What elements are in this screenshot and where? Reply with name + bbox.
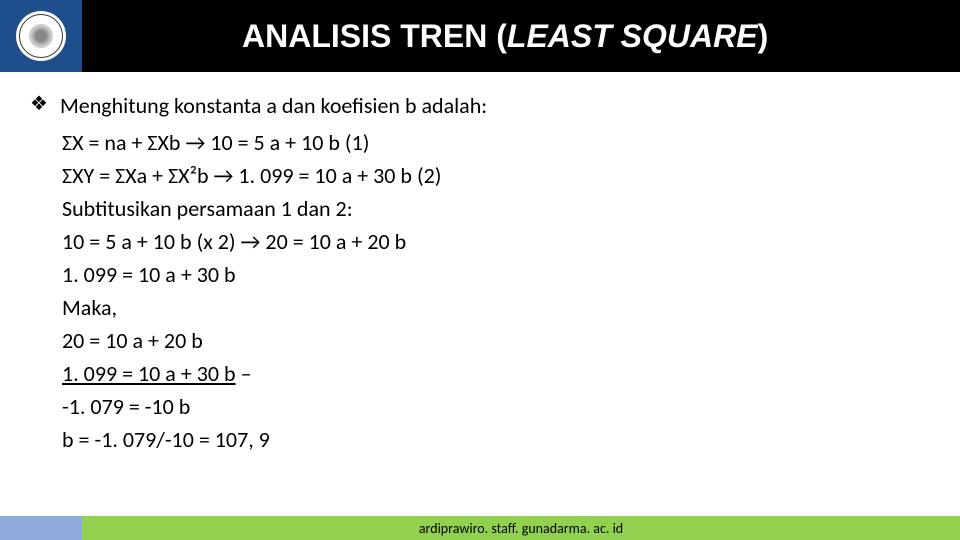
footer-bar: ardiprawiro. staff. gunadarma. ac. id bbox=[0, 516, 960, 540]
math-line: b = -1. 079/-10 = 107, 9 bbox=[62, 423, 930, 456]
underlined-text: 1. 099 = 10 a + 30 b bbox=[62, 360, 236, 387]
content-area: ❖ Menghitung konstanta a dan koefisien b… bbox=[0, 72, 960, 456]
bullet-row: ❖ Menghitung konstanta a dan koefisien b… bbox=[60, 90, 930, 122]
slide-title: ANALISIS TREN (LEAST SQUARE) bbox=[242, 18, 768, 55]
university-logo bbox=[16, 11, 66, 61]
lead-text: Menghitung konstanta a dan koefisien b a… bbox=[60, 90, 487, 122]
title-part-1: ANALISIS TREN ( bbox=[242, 18, 507, 54]
math-line: Subtitusikan persamaan 1 dan 2: bbox=[62, 192, 930, 225]
footer-url: ardiprawiro. staff. gunadarma. ac. id bbox=[419, 520, 623, 537]
math-line: 20 = 10 a + 20 b bbox=[62, 324, 930, 357]
title-part-close: ) bbox=[758, 18, 769, 54]
footer-green-segment: ardiprawiro. staff. gunadarma. ac. id bbox=[82, 516, 960, 540]
math-line: 1. 099 = 10 a + 30 b bbox=[62, 258, 930, 291]
math-line: ΣX = na + ΣXb → 10 = 5 a + 10 b (1) bbox=[62, 126, 930, 159]
header-bar: ANALISIS TREN (LEAST SQUARE) bbox=[0, 0, 960, 72]
math-line: Maka, bbox=[62, 291, 930, 324]
logo-container bbox=[0, 0, 82, 72]
math-line-underlined: 1. 099 = 10 a + 30 b – bbox=[62, 357, 930, 390]
title-part-italic: LEAST SQUARE bbox=[507, 18, 758, 54]
footer-blue-segment bbox=[0, 516, 82, 540]
math-line: 10 = 5 a + 10 b (x 2) → 20 = 10 a + 20 b bbox=[62, 225, 930, 258]
math-line: -1. 079 = -10 b bbox=[62, 390, 930, 423]
title-container: ANALISIS TREN (LEAST SQUARE) bbox=[82, 0, 960, 72]
minus-suffix: – bbox=[236, 360, 252, 387]
math-line: ΣXY = ΣXa + ΣX²b → 1. 099 = 10 a + 30 b … bbox=[62, 159, 930, 192]
diamond-bullet-icon: ❖ bbox=[30, 90, 48, 118]
